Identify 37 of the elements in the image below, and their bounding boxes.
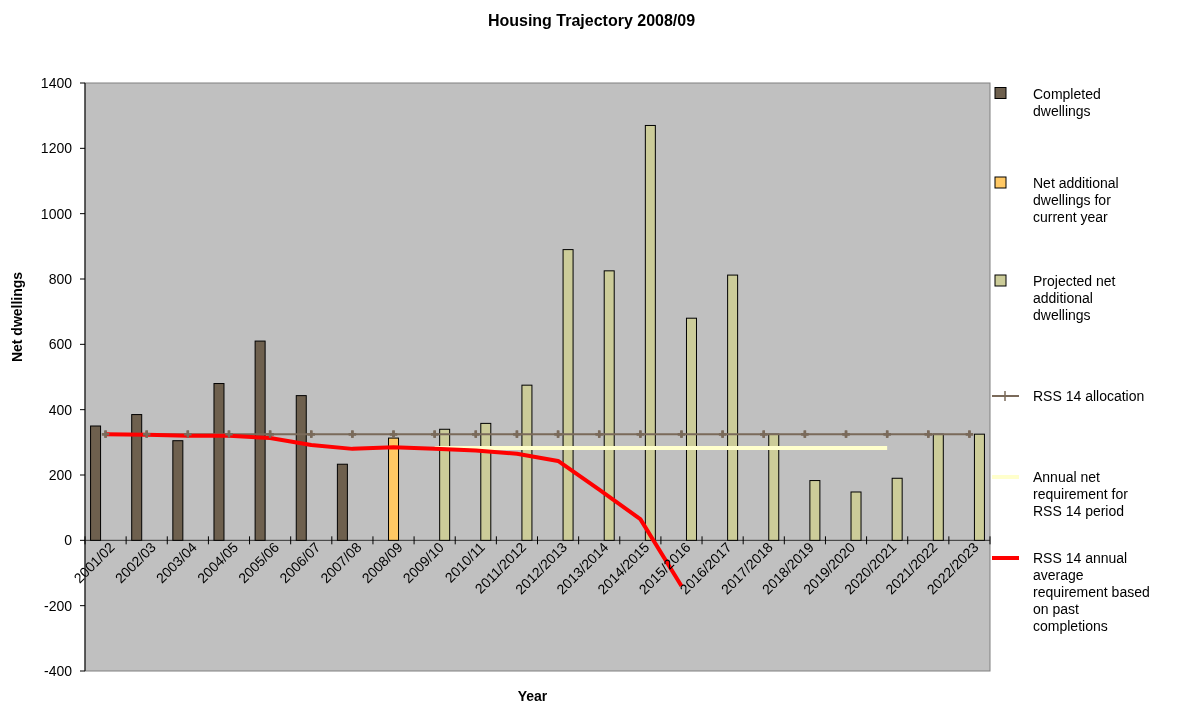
- bar: [131, 414, 143, 541]
- chart-title: Housing Trajectory 2008/09: [487, 12, 696, 29]
- legend-label: RSS 14 annual average requirement based on past completions: [1033, 550, 1150, 634]
- bar: [480, 422, 492, 541]
- bar: [336, 463, 348, 541]
- legend-label: Net additional dwellings for current year: [1033, 175, 1119, 225]
- y-tick-label: 1200: [40, 140, 73, 157]
- legend-label: Annual net requirement for RSS 14 period: [1033, 469, 1129, 519]
- bar: [388, 437, 400, 541]
- bar: [850, 491, 862, 541]
- bar: [932, 433, 944, 541]
- legend-label: Projected net additional dwellings: [1033, 273, 1116, 323]
- bar: [644, 124, 656, 541]
- x-axis-title: Year: [517, 688, 548, 704]
- bar: [562, 249, 574, 541]
- y-tick-label: 800: [48, 271, 73, 287]
- bar: [768, 433, 780, 541]
- y-tick-label: 0: [64, 532, 73, 549]
- bar: [685, 317, 697, 541]
- y-tick-label: 1400: [40, 75, 73, 91]
- bar: [521, 384, 533, 541]
- y-tick-label: 1000: [40, 205, 73, 222]
- bar: [603, 270, 615, 541]
- legend-label: RSS 14 allocation: [1033, 388, 1145, 404]
- bar: [439, 428, 451, 541]
- y-tick-label: -400: [43, 663, 73, 679]
- bar: [172, 440, 184, 541]
- y-axis-title: Net dwellings: [9, 271, 25, 363]
- y-tick-label: 200: [48, 467, 73, 483]
- bar: [973, 433, 985, 541]
- y-tick-label: 600: [48, 336, 73, 353]
- bar: [727, 274, 739, 541]
- legend-label: Completed dwellings: [1033, 85, 1101, 119]
- y-tick-label: -200: [43, 597, 73, 614]
- bar: [891, 477, 903, 541]
- bar: [809, 480, 821, 541]
- y-tick-label: 400: [48, 401, 73, 418]
